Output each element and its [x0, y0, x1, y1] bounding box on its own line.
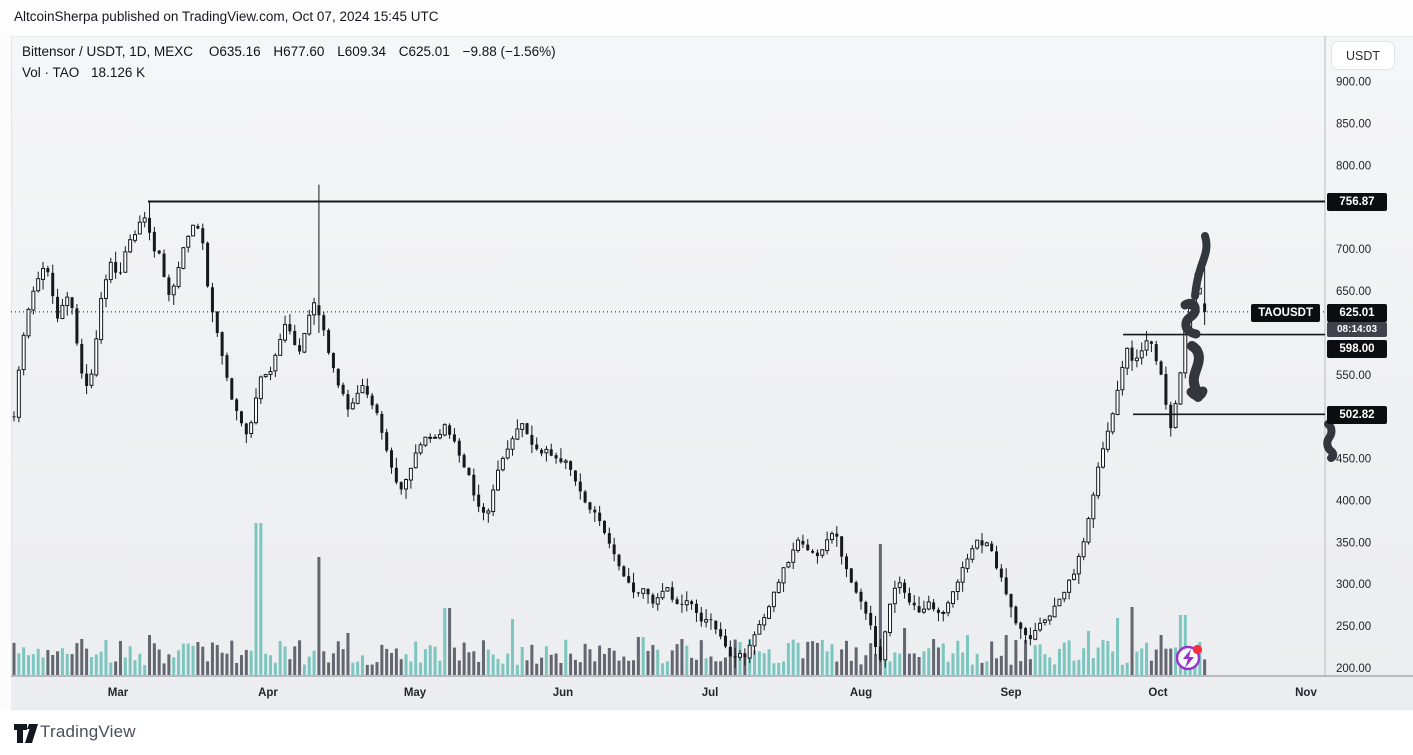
price-tick-label: 550.00 [1336, 370, 1371, 382]
left-gutter [0, 36, 11, 710]
ohlc-high: H677.60 [273, 44, 325, 59]
price-tick-label: 400.00 [1336, 495, 1371, 507]
price-tick-label: 700.00 [1336, 244, 1371, 256]
month-tick-label: May [404, 687, 427, 699]
level-label-resistance[interactable]: 756.87 [1327, 193, 1387, 211]
price-tick-label: 300.00 [1336, 579, 1371, 591]
price-tick-label: 350.00 [1336, 537, 1371, 549]
marker-scribble[interactable] [1186, 386, 1208, 401]
currency-toggle-button[interactable]: USDT [1331, 41, 1395, 70]
price-tick-label: 250.00 [1336, 621, 1371, 633]
attribution-bar: AltcoinSherpa published on TradingView.c… [0, 0, 1413, 36]
price-tick-label: 900.00 [1336, 77, 1371, 89]
month-tick-label: Oct [1148, 687, 1167, 699]
month-tick-label: Apr [258, 687, 278, 699]
price-tick-label: 650.00 [1336, 286, 1371, 298]
candles-layer [12, 184, 1207, 668]
ohlc-close: C625.01 [398, 44, 450, 59]
bar-countdown-label: 08:14:03 [1327, 322, 1387, 337]
price-tick-label: 800.00 [1336, 160, 1371, 172]
volume-label: Vol · TAO [22, 65, 80, 80]
ohlc-open: O635.16 [208, 44, 261, 59]
symbol-title[interactable]: Bittensor / USDT, 1D, MEXC [22, 44, 194, 59]
volume-value: 18.126 K [91, 65, 146, 80]
symbol-header: Bittensor / USDT, 1D, MEXC O635.16 H677.… [22, 44, 565, 59]
price-axis[interactable]: 900.00 850.00 800.00 700.00 650.00 550.00 450.… [1336, 77, 1371, 675]
footer-bar: TradingView [0, 710, 1413, 755]
price-tick-label: 450.00 [1336, 454, 1371, 466]
ohlc-low: L609.34 [337, 44, 386, 59]
marker-scribble[interactable] [1191, 232, 1211, 300]
marker-scribble[interactable] [1323, 420, 1338, 462]
month-tick-label: Nov [1295, 687, 1317, 699]
month-tick-label: Jun [553, 687, 573, 699]
attribution-text: AltcoinSherpa published on TradingView.c… [14, 9, 439, 24]
chart-background [0, 36, 1413, 710]
month-tick-label: Sep [1000, 687, 1021, 699]
sherpa-logo-badge[interactable] [1175, 644, 1203, 671]
tradingview-wordmark[interactable]: TradingView [40, 722, 136, 741]
marker-scribble[interactable] [1180, 298, 1201, 339]
month-tick-label: Aug [850, 687, 872, 699]
month-tick-label: Mar [108, 687, 129, 699]
marker-scribble[interactable] [1187, 341, 1204, 402]
current-price-label: 625.01 [1327, 304, 1387, 322]
time-axis[interactable]: Mar Apr May Jun Jul Aug Sep Oct Nov [108, 687, 1318, 699]
volume-layer [12, 523, 1207, 675]
symbol-price-tag: TAOUSDT [1251, 304, 1320, 322]
month-tick-label: Jul [702, 687, 719, 699]
tradingview-logo-icon[interactable] [13, 723, 40, 745]
price-tick-label: 850.00 [1336, 118, 1371, 130]
ohlc-change: −9.88 (−1.56%) [462, 44, 556, 59]
level-label-support-upper[interactable]: 598.00 [1327, 340, 1387, 358]
level-label-support-lower[interactable]: 502.82 [1327, 406, 1387, 424]
volume-row: Vol · TAO 18.126 K [22, 65, 153, 80]
price-tick-label: 200.00 [1336, 663, 1371, 675]
